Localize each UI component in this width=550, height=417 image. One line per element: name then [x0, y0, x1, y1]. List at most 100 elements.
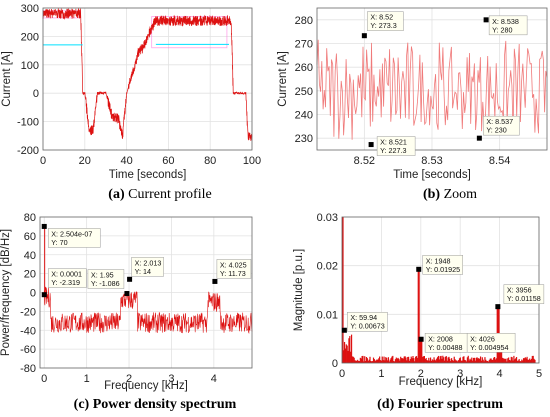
y-tick-label: -100 [17, 117, 39, 129]
datatip-text: X: 4.025 [220, 260, 247, 269]
y-tick-label: 0.01 [317, 309, 338, 321]
y-tick-label: 300 [21, 3, 39, 15]
psd-trace [43, 286, 253, 334]
x-tick-label: 2 [126, 373, 132, 385]
datatip-marker [495, 304, 501, 310]
series-zoom [316, 39, 548, 140]
x-tick-label: 3 [457, 368, 463, 380]
y-tick-label: 0 [33, 88, 39, 100]
datatip-box [47, 228, 101, 248]
datatip-text: X: 3956 [507, 286, 532, 295]
datatip-box [367, 11, 404, 31]
datatip-text: X: 1.95 [91, 271, 114, 280]
x-tick-label: 8.54 [489, 155, 510, 167]
datatip-text: X: 2.013 [135, 258, 162, 267]
series-current [42, 8, 253, 141]
datatip-box [87, 269, 125, 289]
datatip: X: 59.94Y: 0.00673 [341, 311, 388, 333]
datatip: X: 8.52Y: 273.3 [361, 11, 404, 39]
y-tick-label: 0 [332, 358, 338, 370]
datatip-text: X: 8.538 [492, 17, 519, 26]
y-tick-label: 20 [24, 269, 36, 281]
y-tick-label: 100 [21, 60, 39, 72]
datatip-text: Y: 11.73 [220, 269, 246, 278]
y-tick-label: 240 [295, 110, 313, 122]
datatip-box [376, 136, 416, 156]
x-tick-label: 40 [120, 155, 132, 167]
datatip-text: Y: 273.3 [370, 21, 396, 30]
datatip-box [131, 257, 164, 277]
x-tick-label: 3 [168, 373, 174, 385]
y-tick-label: -60 [20, 344, 36, 356]
y-axis-label: Power/frequency [dB/Hz] [0, 229, 12, 356]
datatip-text: Y: 14 [135, 267, 151, 276]
current-trace [42, 8, 253, 141]
x-axis-label: Time [seconds] [393, 169, 471, 181]
axes-box-a [42, 7, 253, 151]
datatip-text: Y: 227.3 [380, 146, 406, 155]
datatip-box [466, 333, 516, 353]
y-tick-label: 230 [295, 133, 313, 145]
x-tick-label: 60 [162, 155, 174, 167]
datatip-text: Y: 0.01925 [426, 265, 460, 274]
y-tick-label: 250 [295, 86, 313, 98]
datatip-text: Y: -2.319 [51, 278, 80, 287]
grid-b [317, 8, 547, 150]
x-tick-label: 8.52 [354, 155, 375, 167]
datatip-box [503, 284, 545, 304]
datatip-text: Y: 70 [51, 238, 67, 247]
caption-d-label: (d) [377, 397, 395, 412]
datatip-marker [124, 291, 130, 297]
y-tick-label: 0.02 [317, 261, 338, 273]
datatip-text: X: 8.52 [370, 13, 393, 22]
datatip-text: X: 8.537 [486, 117, 513, 126]
datatip-box [47, 268, 87, 288]
x-tick-label: 0 [40, 155, 46, 167]
x-tick-label: 0 [339, 368, 345, 380]
datatip-marker [368, 142, 374, 148]
x-tick-label: 8.53 [421, 155, 442, 167]
datatip-text: Y: 0.00488 [428, 343, 462, 352]
y-tick-label: -40 [20, 325, 36, 337]
caption-d: (d) Fourier spectrum [340, 397, 540, 413]
x-tick-label: 4 [497, 368, 503, 380]
chart-panel-c: 0 1 2 3 4 -80 -60 -40 -20 0 20 40 60 80 X: 2.504e-07 Y:… [0, 208, 275, 417]
datatip-text: Y: 230 [486, 126, 506, 135]
datatip-box [422, 255, 464, 275]
y-tick-label: 0.03 [317, 212, 338, 224]
chart-panel-a: 0 20 40 60 80 100 -200 -100 0 100 200 300 Time [seco… [0, 0, 275, 208]
x-tick-label: 2 [418, 368, 424, 380]
y-tick-label: 60 [24, 231, 36, 243]
x-tick-label: 5 [536, 368, 542, 380]
datatip-marker [416, 266, 422, 272]
y-tick-label: 260 [295, 62, 313, 74]
datatip: X: 1.95Y: -1.086 [87, 269, 130, 297]
datatip-box [488, 15, 528, 36]
y-axis-label: Current [A] [1, 51, 13, 107]
datatip-text: Y: 280 [492, 25, 512, 34]
chart-panel-b: 8.52 8.53 8.54 230 240 250 260 270 280 X: 8.52 Y: … [275, 0, 550, 208]
datatip-text: X: 59.94 [350, 313, 377, 322]
datatip-marker [483, 17, 489, 23]
x-tick-label: 100 [243, 155, 261, 167]
y-tick-label: -200 [17, 145, 39, 157]
x-tick-label: 20 [79, 155, 91, 167]
datatip: X: 2.504e-07Y: 70 [41, 223, 101, 248]
axes-box-b [316, 7, 548, 151]
zoom-trace [316, 39, 548, 140]
datatip-text: X: 8.521 [380, 138, 407, 147]
x-tick-label: 4 [211, 373, 217, 385]
datatip-text: X: 0.0001 [51, 270, 82, 279]
datatip-text: X: 2.504e-07 [51, 229, 92, 238]
chart-d-svg: 0 1 2 3 4 500.010.020.03X: 59.94Y: 0.00673X: … [293, 212, 545, 388]
y-tick-label: -80 [20, 363, 36, 375]
caption-a-text: Current profile [128, 187, 212, 202]
caption-c-text: Power density spectrum [92, 397, 237, 412]
